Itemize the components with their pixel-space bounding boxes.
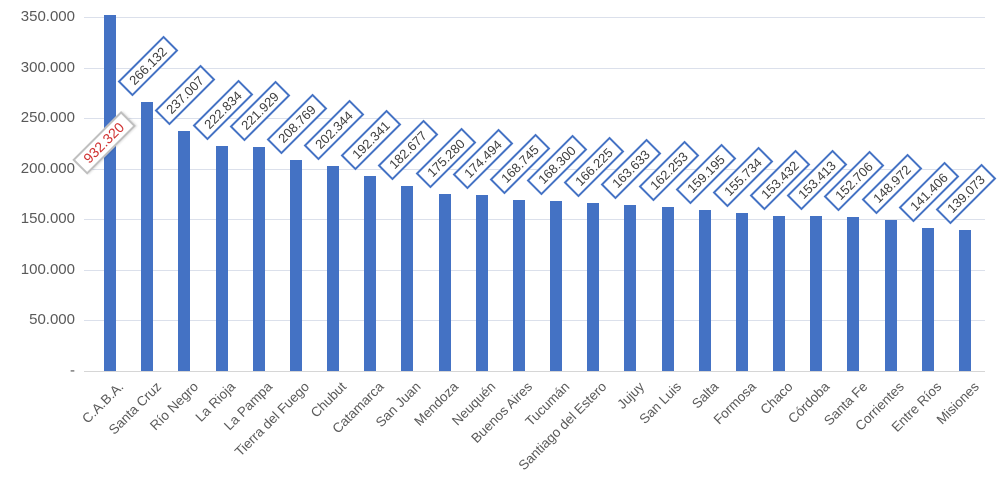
bar <box>178 131 191 371</box>
bar <box>773 215 786 371</box>
bar <box>401 186 414 371</box>
bar <box>141 101 154 371</box>
x-axis-line <box>84 371 985 372</box>
y-axis-tick-label: 350.000 <box>20 8 75 25</box>
x-axis-label: Jujuy <box>614 379 647 412</box>
bar <box>661 206 674 371</box>
y-axis-tick-label: 250.000 <box>20 109 75 127</box>
value-label: 266.132 <box>117 35 179 97</box>
bar <box>550 200 563 371</box>
x-axis-label: Salta <box>688 379 722 412</box>
bar <box>438 193 451 371</box>
bar <box>252 146 265 371</box>
gridline <box>84 67 985 69</box>
bar <box>587 202 600 371</box>
bar <box>958 230 971 371</box>
bar <box>698 209 711 371</box>
bar <box>624 205 637 371</box>
bar <box>512 200 525 371</box>
bar <box>289 159 302 371</box>
y-axis-tick-label: - <box>70 362 75 379</box>
bar <box>810 215 823 371</box>
y-axis-tick-label: 50.000 <box>29 311 75 329</box>
y-axis-tick-label: 300.000 <box>20 58 75 76</box>
bar <box>327 166 340 371</box>
bar <box>921 227 934 371</box>
y-axis-tick-label: 200.000 <box>20 159 75 177</box>
y-axis-tick-label: 150.000 <box>20 210 75 228</box>
bar <box>364 176 377 371</box>
bar <box>475 194 488 371</box>
bar <box>215 145 228 371</box>
bar <box>884 220 897 371</box>
bar <box>735 213 748 371</box>
y-axis-tick-label: 100.000 <box>20 260 75 278</box>
gridline <box>84 17 985 18</box>
bar <box>847 216 860 371</box>
bar <box>104 15 116 371</box>
